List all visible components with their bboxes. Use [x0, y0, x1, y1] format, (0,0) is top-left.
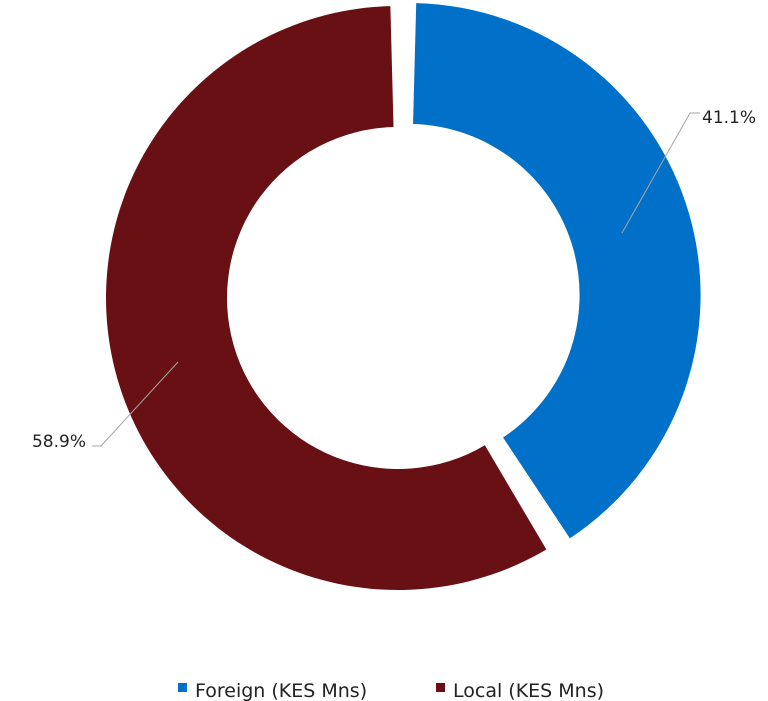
- slice-local: [105, 6, 547, 591]
- legend: Foreign (KES Mns) Local (KES Mns): [178, 680, 604, 701]
- legend-item-foreign: Foreign (KES Mns): [178, 680, 367, 701]
- data-label-local: 58.9%: [32, 432, 86, 452]
- data-label-foreign: 41.1%: [702, 108, 756, 128]
- leader-line-foreign: [621, 112, 700, 234]
- donut-slices: [105, 3, 701, 591]
- legend-item-local: Local (KES Mns): [436, 680, 604, 701]
- legend-label-local: Local (KES Mns): [453, 680, 604, 701]
- legend-swatch-foreign: [178, 683, 187, 692]
- legend-swatch-local: [436, 683, 445, 692]
- legend-label-foreign: Foreign (KES Mns): [195, 680, 367, 701]
- slice-foreign: [413, 3, 701, 539]
- leader-lines: [92, 112, 700, 447]
- leader-line-local: [92, 361, 179, 447]
